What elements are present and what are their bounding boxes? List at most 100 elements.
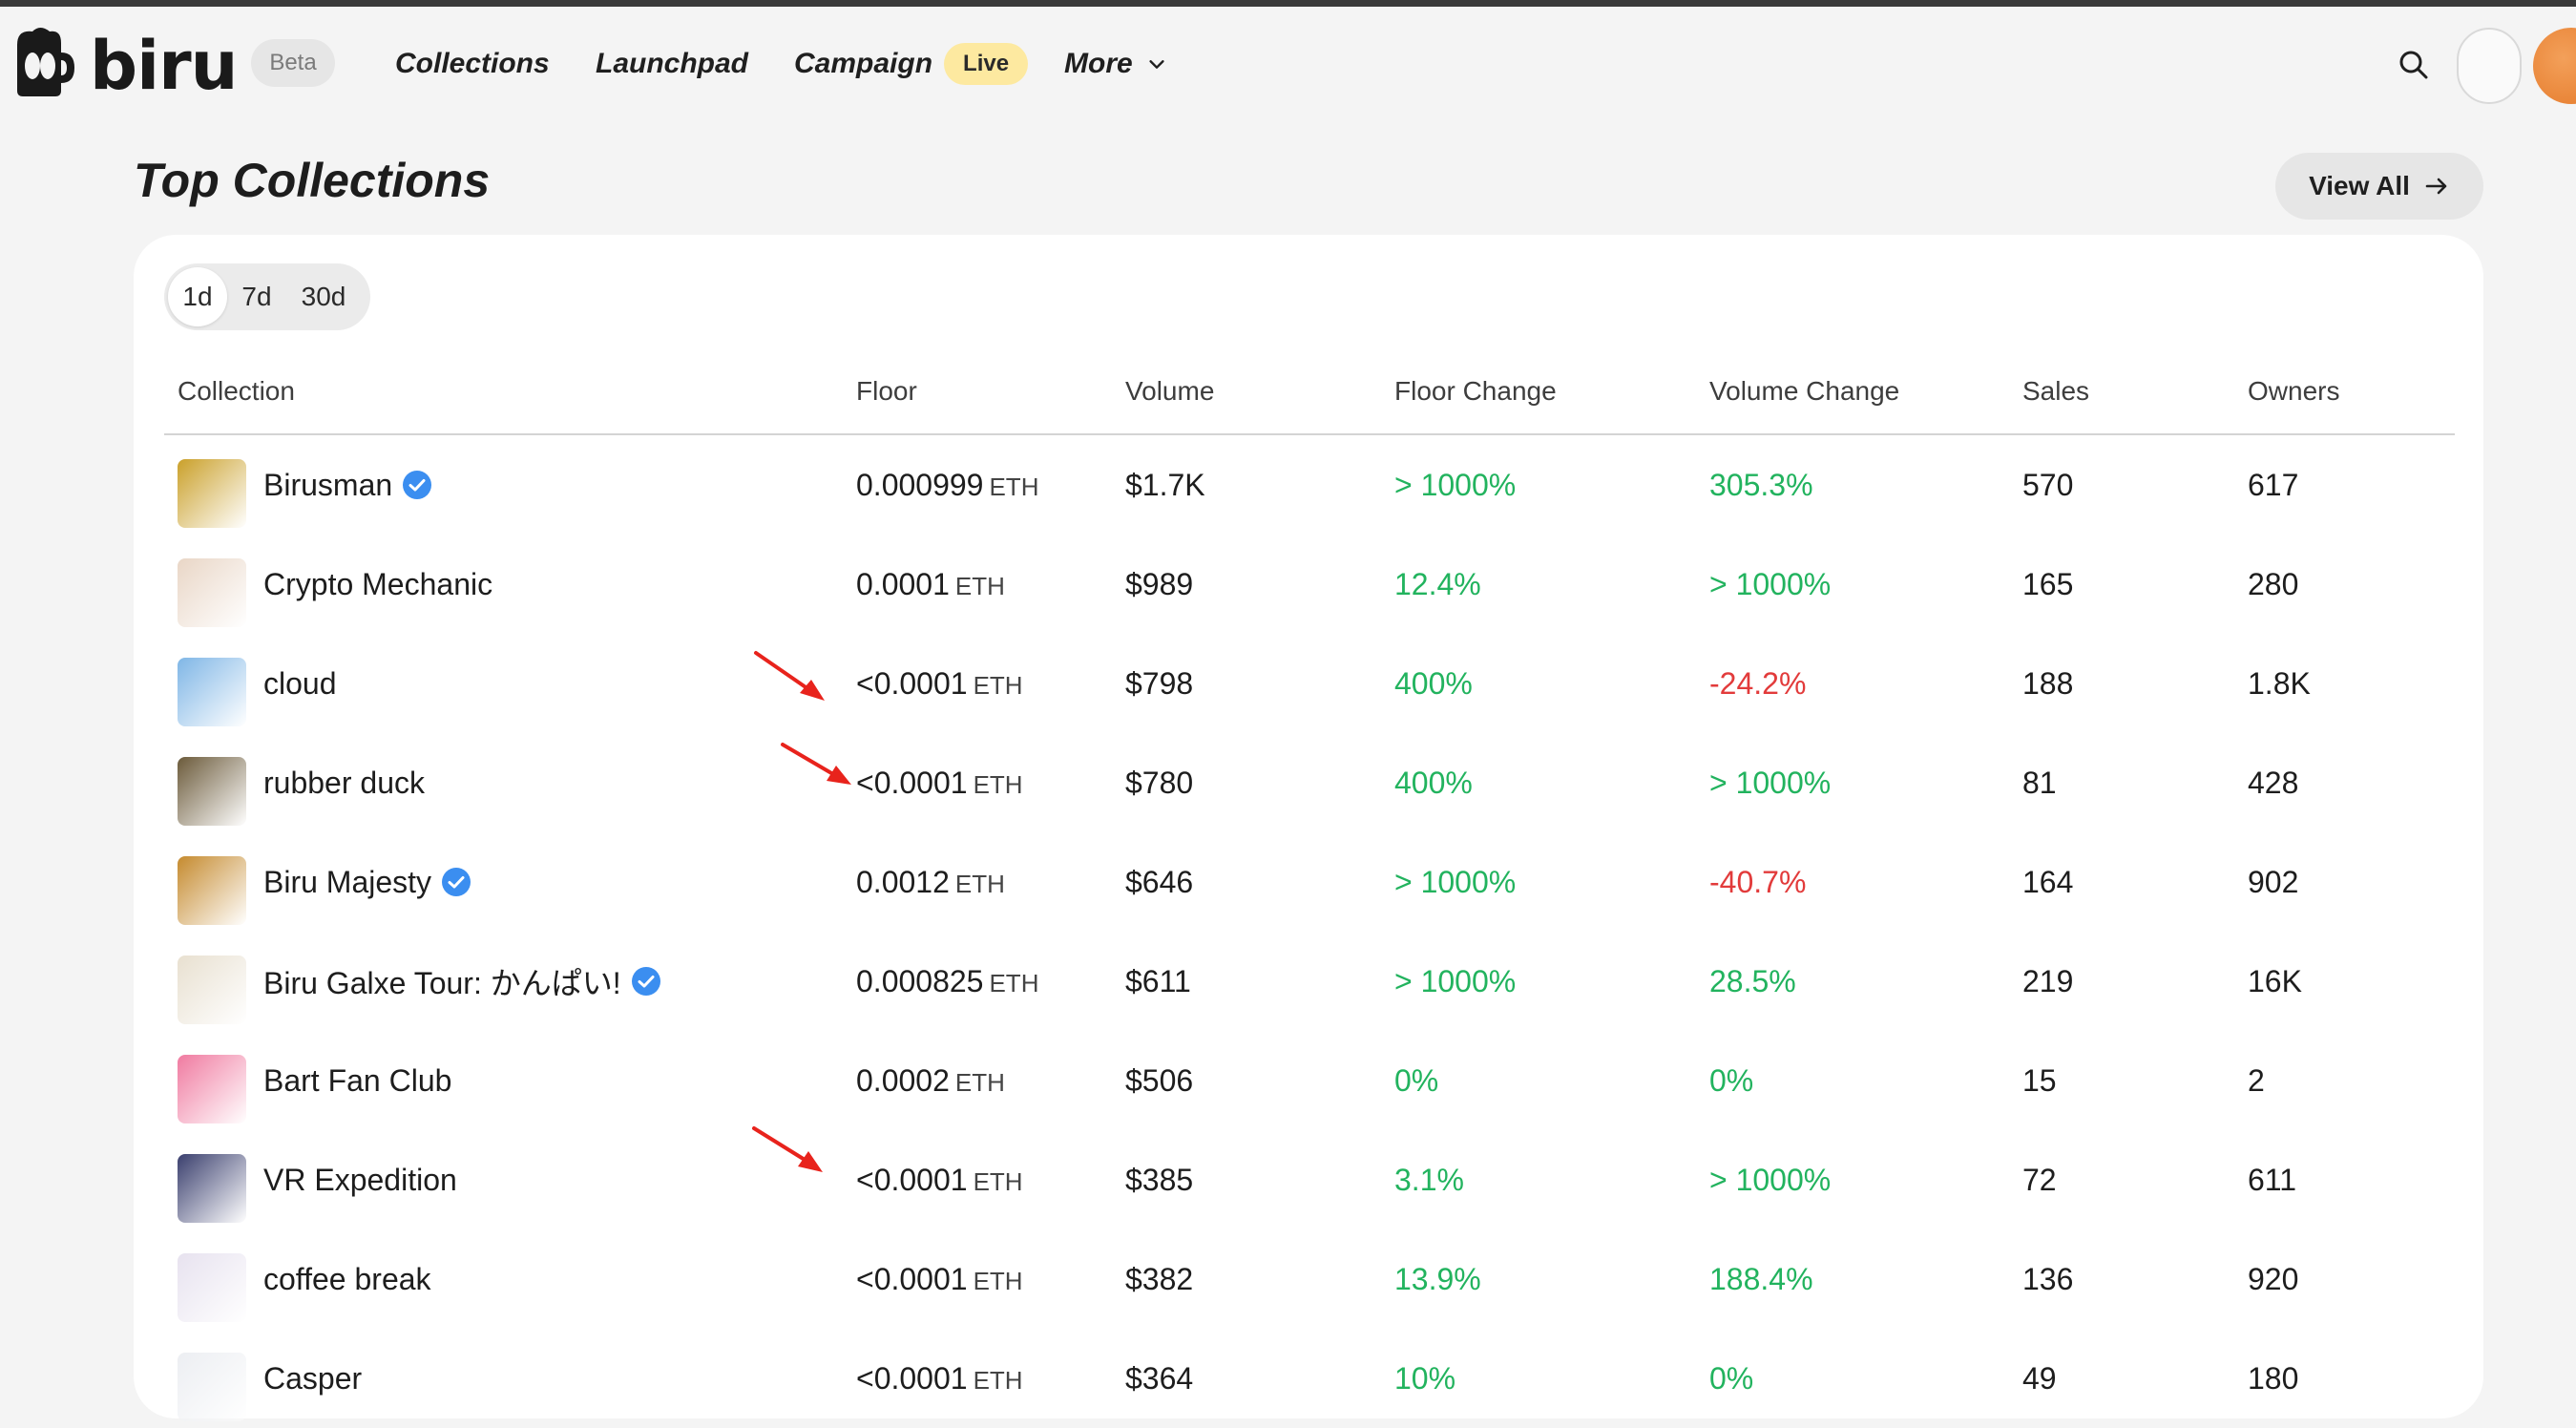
volume-change-value: > 1000%	[1709, 765, 1832, 800]
volume-change-value: -40.7%	[1709, 864, 1807, 899]
table-row[interactable]: VR Expedition <0.0001 ETH $385 3.1% > 1000% 72…	[164, 1130, 2455, 1229]
annotation-arrow-icon	[754, 651, 825, 701]
floor-cell: <0.0001 ETH	[856, 634, 1023, 733]
collection-name-cell[interactable]: cloud	[263, 634, 337, 733]
volume-change-value: -24.2%	[1709, 665, 1807, 701]
col-header-owners[interactable]: Owners	[2248, 376, 2340, 406]
table-row[interactable]: Bart Fan Club 0.0002 ETH $506 0% 0% 15 2	[164, 1031, 2455, 1130]
volume-value: $611	[1125, 963, 1191, 998]
period-tab-1d[interactable]: 1d	[168, 267, 227, 326]
collection-name-cell[interactable]: Biru Galxe Tour: かんぱい!	[263, 932, 661, 1031]
floor-cell: <0.0001 ETH	[856, 1229, 1023, 1329]
table-row[interactable]: coffee break <0.0001 ETH $382 13.9% 188.4% 136…	[164, 1229, 2455, 1329]
col-header-floor-change[interactable]: Floor Change	[1394, 376, 1557, 406]
collection-name-cell[interactable]: coffee break	[263, 1229, 431, 1329]
collection-name: Biru Galxe Tour: かんぱい!	[263, 966, 621, 1000]
floor-unit: ETH	[973, 1266, 1023, 1295]
col-header-collection[interactable]: Collection	[178, 376, 295, 406]
floor-change-value: > 1000%	[1394, 963, 1517, 998]
sales-value: 136	[2022, 1261, 2074, 1296]
collections-table-body: Birusman 0.000999 ETH $1.7K > 1000% 305.3% 570…	[164, 435, 2455, 1428]
col-header-volume[interactable]: Volume	[1125, 376, 1215, 406]
floor-value: <0.0001	[856, 665, 968, 701]
collection-name-cell[interactable]: Birusman	[263, 435, 432, 535]
collection-name-cell[interactable]: Biru Majesty	[263, 832, 471, 932]
annotation-arrow-icon	[752, 1126, 823, 1172]
window-top-border	[0, 0, 2576, 7]
owners-value: 1.8K	[2248, 665, 2311, 701]
floor-unit: ETH	[973, 670, 1023, 700]
floor-unit: ETH	[989, 968, 1039, 998]
logo-text: biru	[90, 27, 238, 105]
floor-unit: ETH	[973, 1166, 1023, 1196]
collection-name-cell[interactable]: Casper	[263, 1329, 362, 1428]
table-row[interactable]: Biru Galxe Tour: かんぱい! 0.000825 ETH $611 > 1…	[164, 932, 2455, 1031]
collection-name-cell[interactable]: VR Expedition	[263, 1130, 457, 1229]
floor-unit: ETH	[973, 1365, 1023, 1395]
user-avatar[interactable]	[2533, 28, 2576, 104]
floor-cell: 0.000825 ETH	[856, 932, 1038, 1031]
collection-name: Biru Majesty	[263, 864, 432, 899]
table-row[interactable]: Biru Majesty 0.0012 ETH $646 > 1000% -40.7% 16…	[164, 832, 2455, 932]
collection-name: Bart Fan Club	[263, 1062, 452, 1098]
col-header-floor[interactable]: Floor	[856, 376, 917, 406]
nav-more-dropdown[interactable]: More	[1064, 33, 1167, 94]
page-title: Top Collections	[134, 154, 491, 207]
view-all-button[interactable]: View All	[2275, 153, 2483, 220]
owners-value: 428	[2248, 765, 2299, 800]
floor-change-value: 400%	[1394, 665, 1473, 701]
volume-value: $646	[1125, 864, 1194, 899]
owners-value: 2	[2248, 1062, 2265, 1098]
floor-unit: ETH	[954, 1067, 1005, 1097]
volume-value: $506	[1125, 1062, 1194, 1098]
collection-name: Casper	[263, 1360, 363, 1396]
period-tab-30d[interactable]: 30d	[301, 282, 346, 311]
sales-value: 15	[2022, 1062, 2057, 1098]
connect-wallet-button[interactable]	[2457, 28, 2522, 104]
table-row[interactable]: Casper <0.0001 ETH $364 10% 0% 49 180	[164, 1329, 2455, 1428]
nav-launchpad[interactable]: Launchpad	[596, 48, 749, 79]
table-row[interactable]: cloud <0.0001 ETH $798 400% -24.2% 188 1.8K	[164, 634, 2455, 733]
collection-name-cell[interactable]: Bart Fan Club	[263, 1031, 451, 1130]
nav-collections[interactable]: Collections	[395, 48, 550, 79]
sales-value: 570	[2022, 467, 2074, 502]
nav-campaign[interactable]: Campaign Live	[794, 33, 1029, 94]
collection-thumbnail	[178, 757, 246, 826]
biru-logo[interactable]: biru	[11, 24, 238, 105]
floor-change-value: 12.4%	[1394, 566, 1481, 601]
table-row[interactable]: Crypto Mechanic 0.0001 ETH $989 12.4% > 1000%…	[164, 535, 2455, 634]
floor-value: <0.0001	[856, 765, 968, 800]
view-all-label: View All	[2309, 171, 2410, 200]
volume-change-value: 0%	[1709, 1360, 1754, 1396]
floor-change-value: 400%	[1394, 765, 1473, 800]
floor-value: 0.000999	[856, 467, 984, 502]
sales-value: 81	[2022, 765, 2057, 800]
collection-thumbnail	[178, 1154, 246, 1223]
floor-change-value: > 1000%	[1394, 467, 1517, 502]
sales-value: 164	[2022, 864, 2074, 899]
annotation-arrow-icon	[781, 743, 851, 785]
floor-change-value: 0%	[1394, 1062, 1439, 1098]
verified-badge-icon	[631, 967, 660, 996]
collection-thumbnail	[178, 1353, 246, 1421]
col-header-volume-change[interactable]: Volume Change	[1709, 376, 1900, 406]
floor-cell: <0.0001 ETH	[856, 733, 1023, 832]
col-header-sales[interactable]: Sales	[2022, 376, 2090, 406]
collection-name: VR Expedition	[263, 1162, 457, 1197]
table-row[interactable]: Birusman 0.000999 ETH $1.7K > 1000% 305.3% 570…	[164, 435, 2455, 535]
search-icon[interactable]	[2398, 49, 2430, 81]
sales-value: 49	[2022, 1360, 2057, 1396]
collection-thumbnail	[178, 956, 246, 1024]
collection-name-cell[interactable]: rubber duck	[263, 733, 425, 832]
table-row[interactable]: rubber duck <0.0001 ETH $780 400% > 1000% 81 42…	[164, 733, 2455, 832]
period-tab-7d[interactable]: 7d	[241, 282, 272, 311]
floor-unit: ETH	[954, 869, 1005, 898]
collection-name-cell[interactable]: Crypto Mechanic	[263, 535, 492, 634]
floor-unit: ETH	[973, 769, 1023, 799]
floor-value: <0.0001	[856, 1162, 968, 1197]
chevron-down-icon	[1149, 60, 1164, 69]
collection-thumbnail	[178, 1253, 246, 1322]
period-toggle: 1d 7d 30d	[164, 263, 370, 330]
floor-value: 0.0001	[856, 566, 950, 601]
floor-cell: 0.000999 ETH	[856, 435, 1038, 535]
